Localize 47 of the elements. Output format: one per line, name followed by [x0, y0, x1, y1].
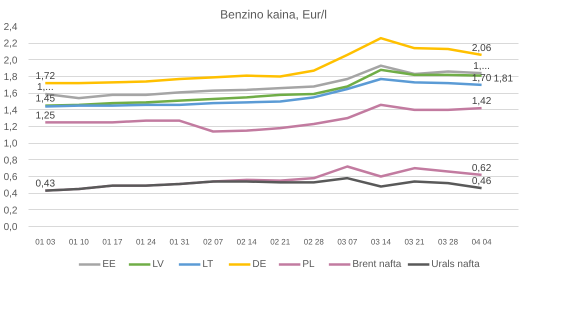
- y-tick-label: 0,2: [4, 205, 18, 216]
- x-tick-label: 03 21: [404, 238, 426, 246]
- data-label: 0,43: [36, 178, 56, 190]
- y-tick-label: 0,6: [4, 172, 18, 183]
- y-tick-label: 1,0: [4, 138, 18, 150]
- x-tick-label: 02 21: [270, 238, 291, 246]
- legend-label: PL: [302, 258, 316, 270]
- y-tick-label: 1,4: [4, 105, 18, 116]
- legend-label: Brent nafta: [352, 258, 402, 270]
- y-tick-label: 1,2: [4, 122, 18, 133]
- data-label: 1,72: [36, 71, 56, 82]
- legend-label: DE: [252, 258, 268, 270]
- data-label: 1,...: [36, 82, 54, 93]
- legend-label: LV: [152, 258, 165, 270]
- legend-label: EE: [102, 258, 117, 270]
- data-label: 2,06: [472, 42, 492, 54]
- x-tick-label: 03 14: [370, 238, 392, 246]
- y-tick-label: 0,8: [4, 155, 18, 166]
- y-tick-label: 2,4: [4, 22, 18, 33]
- data-label: 0,46: [472, 176, 492, 188]
- x-tick-label: 01 24: [136, 238, 157, 246]
- data-label: 1,25: [36, 110, 56, 122]
- y-tick-label: 2,0: [4, 55, 18, 66]
- chart-title: Benzino kaina, Eur/l: [220, 8, 327, 22]
- legend-label: Urals nafta: [431, 258, 480, 270]
- data-label: 1,70: [472, 72, 492, 84]
- x-tick-label: 02 14: [236, 238, 258, 246]
- x-tick-label: 01 17: [102, 238, 123, 246]
- y-tick-label: 0,4: [4, 188, 18, 200]
- legend-label: LT: [202, 258, 214, 270]
- data-label: 1,...: [473, 61, 490, 72]
- x-tick-label: 01 03: [35, 238, 56, 246]
- x-tick-label: 02 28: [304, 238, 324, 246]
- data-label: 1,42: [472, 96, 492, 108]
- x-tick-label: 04 04: [472, 238, 492, 246]
- x-tick-label: 03 07: [337, 238, 358, 246]
- x-tick-label: 03 28: [438, 238, 459, 246]
- y-tick-label: 0,0: [4, 222, 18, 233]
- x-tick-label: 02 07: [203, 238, 224, 246]
- data-label: 1,45: [36, 94, 56, 105]
- x-tick-label: 01 10: [68, 238, 90, 246]
- data-label: 1,81: [494, 74, 514, 85]
- y-tick-label: 1,8: [4, 72, 18, 83]
- y-tick-label: 1,6: [4, 88, 18, 100]
- data-label: 0,62: [472, 162, 492, 174]
- y-tick-label: 2,2: [4, 38, 18, 50]
- x-tick-label: 01 31: [170, 238, 190, 246]
